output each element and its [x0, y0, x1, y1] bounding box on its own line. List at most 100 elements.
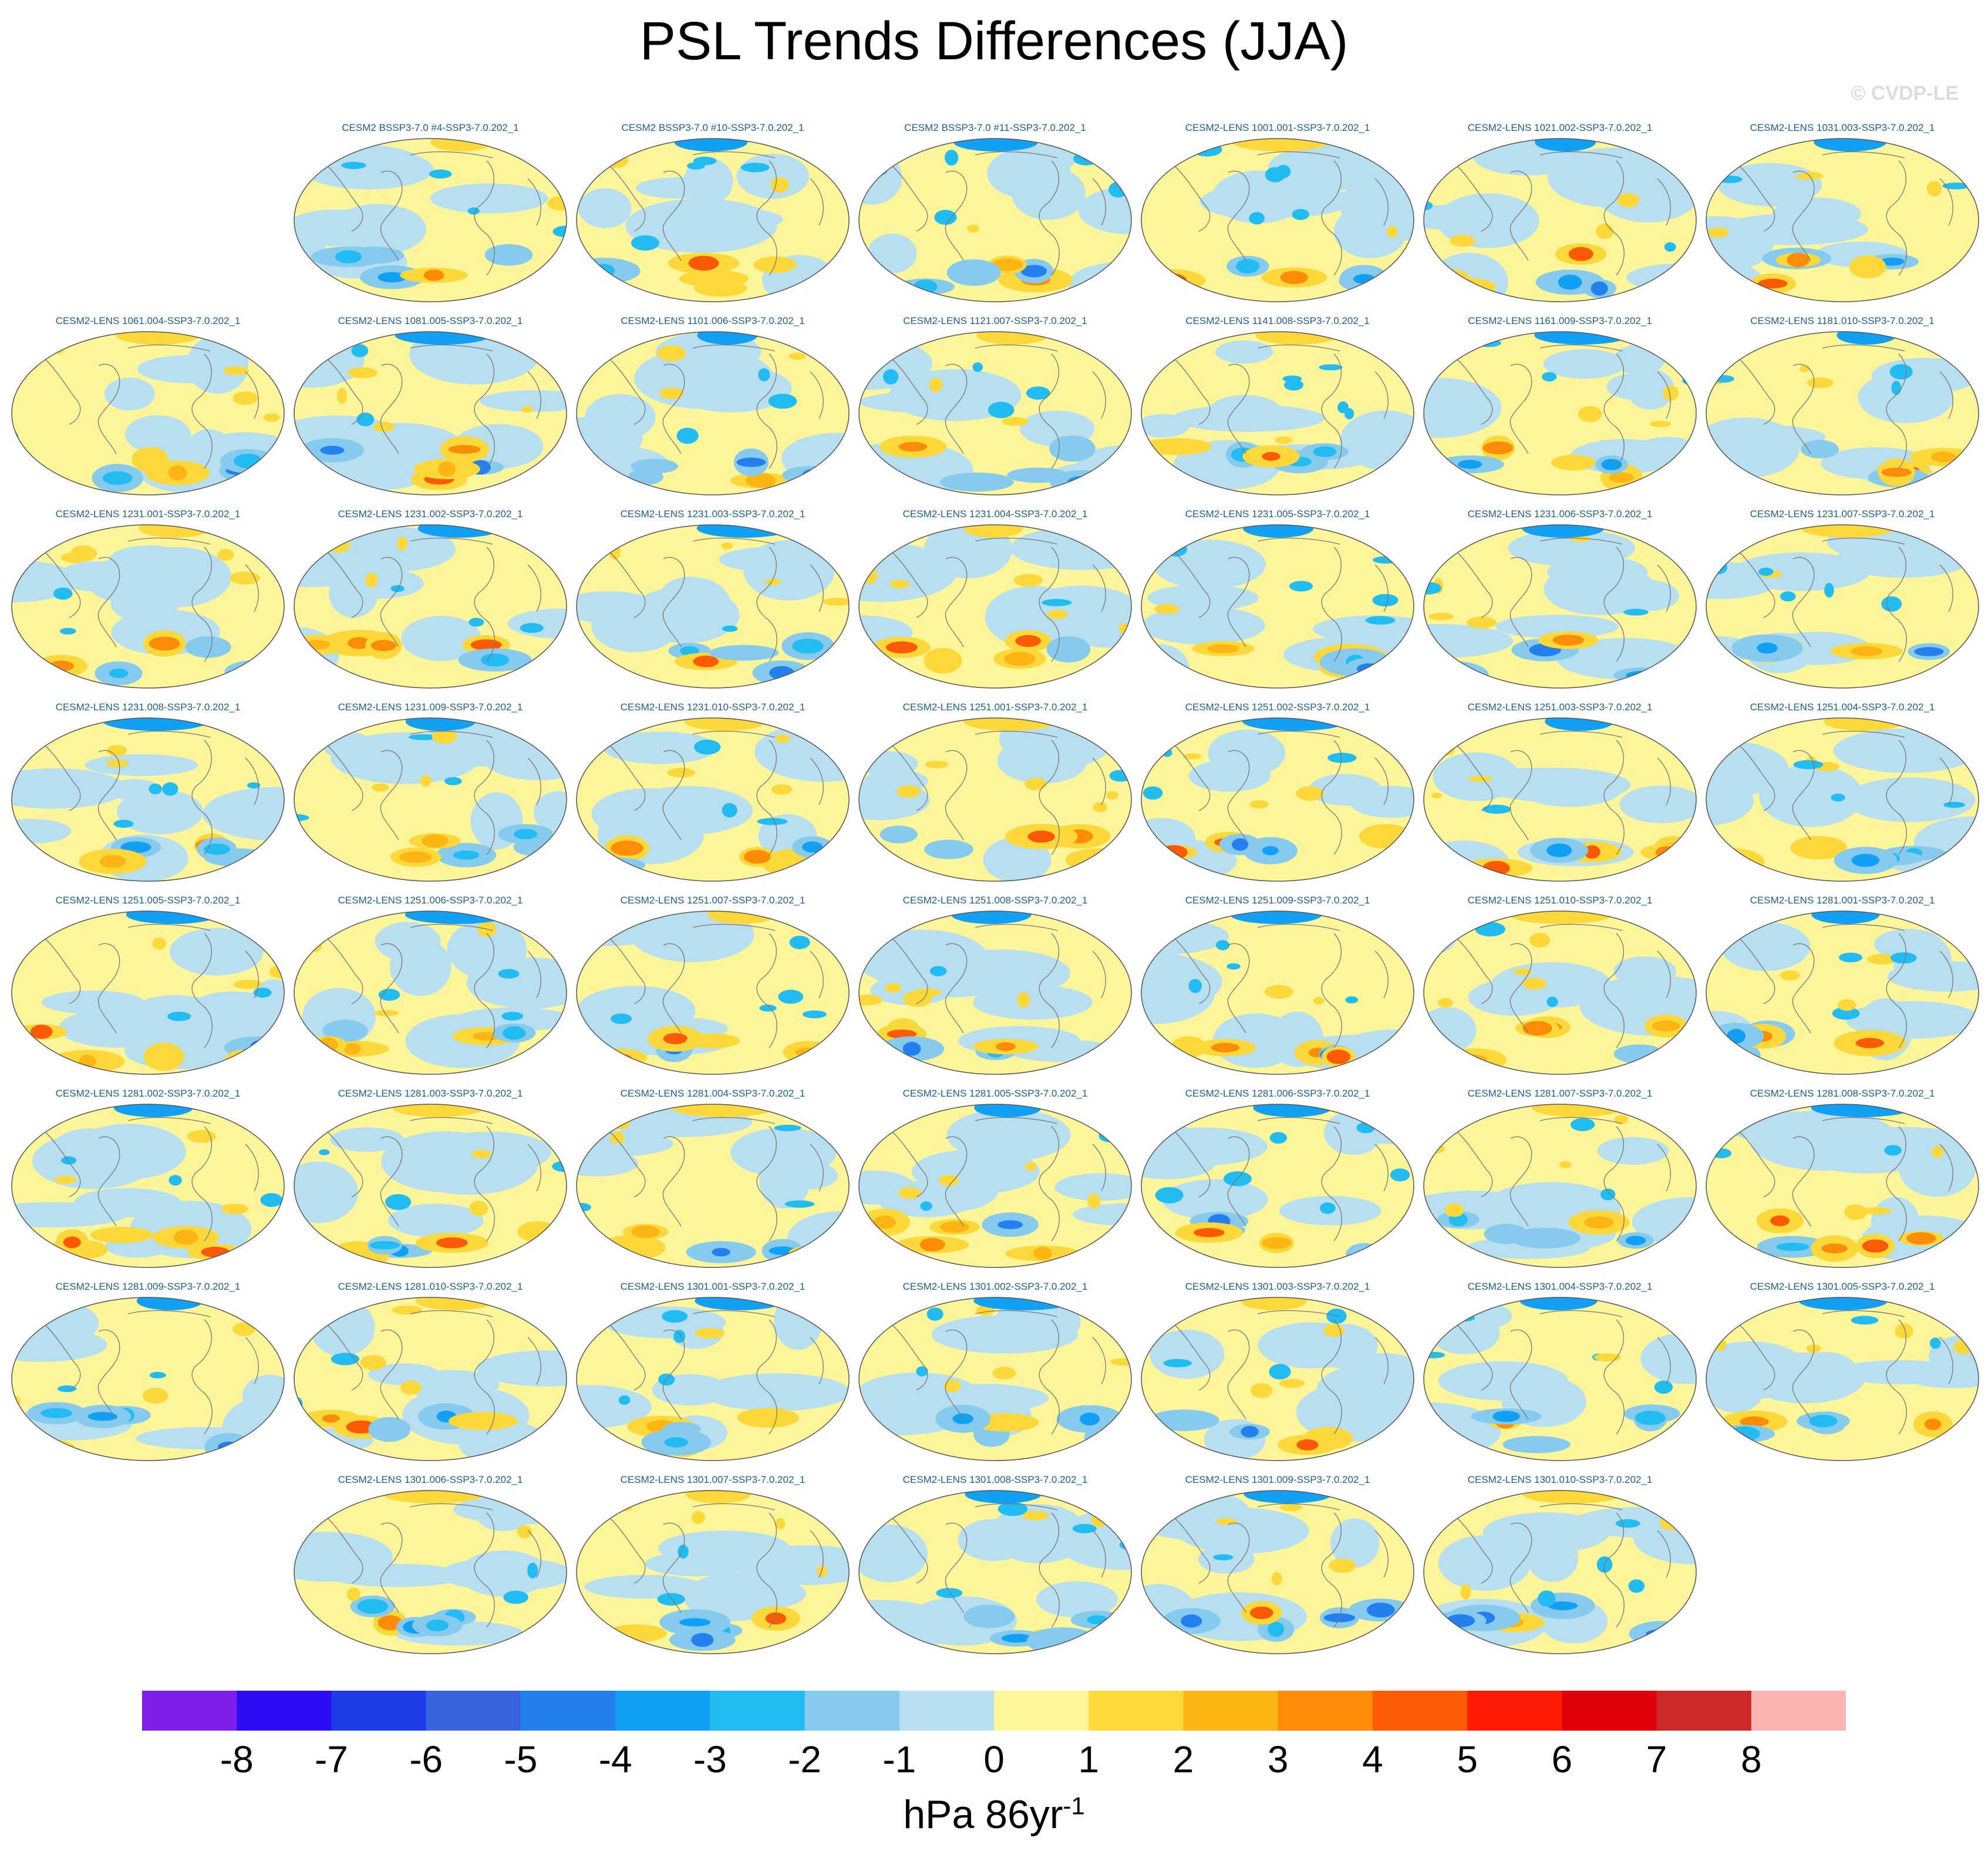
anomaly-patch: [1871, 358, 1978, 394]
anomaly-patch: [1323, 1111, 1383, 1155]
coastline: [975, 537, 1058, 545]
anomaly-patch: [1215, 340, 1273, 364]
map-field: [1141, 332, 1414, 495]
map-plot: [11, 1297, 285, 1461]
map-plot: [858, 524, 1132, 689]
anomaly-core: [932, 843, 965, 856]
coastline: [610, 1132, 646, 1198]
coastline: [97, 943, 120, 1034]
map-outline: [1423, 1297, 1697, 1461]
arctic-anomaly: [103, 718, 208, 731]
coastline: [1257, 1310, 1340, 1317]
anomaly-patch: [584, 1574, 705, 1599]
map-outline: [576, 911, 850, 1075]
coastline: [1792, 363, 1815, 454]
map-panel: CESM2-LENS 1021.002-SSP3-7.0.202_1: [1423, 122, 1697, 303]
anomaly-patch: [374, 1010, 399, 1016]
arctic-anomaly: [1242, 718, 1347, 731]
coastline: [1792, 943, 1815, 1034]
anomaly-patch: [142, 1388, 169, 1404]
coastline: [245, 950, 259, 999]
colorbar-swatch: [142, 1691, 237, 1731]
anomaly-patch: [693, 156, 717, 166]
anomaly-patch: [1087, 1193, 1100, 1209]
map-field: [12, 718, 284, 881]
arctic-anomaly: [1545, 718, 1615, 731]
anomaly-patch: [1717, 176, 1743, 183]
anomaly-patch: [1002, 417, 1029, 426]
anomaly-patch: [758, 368, 770, 382]
anomaly-patch: [254, 987, 272, 998]
arctic-anomaly: [136, 1297, 204, 1310]
anomaly-patch: [757, 818, 788, 825]
panel-title: CESM2-LENS 1231.003-SSP3-7.0.202_1: [620, 508, 806, 520]
coastline: [1457, 552, 1493, 618]
coastline: [1792, 750, 1815, 841]
anomaly-core: [1609, 472, 1634, 483]
anomaly-patch: [476, 1350, 567, 1387]
colorbar-swatch: [899, 1691, 995, 1731]
anomaly-patch: [180, 991, 284, 1044]
map-outline: [11, 524, 285, 689]
anomaly-core: [1770, 1215, 1790, 1226]
anomaly-patch: [59, 628, 76, 635]
map-panel: CESM2-LENS 1031.003-SSP3-7.0.202_1: [1705, 122, 1980, 303]
map-outline: [294, 1490, 567, 1654]
anomaly-core: [1033, 1247, 1052, 1260]
panel-title: CESM2-LENS 1251.003-SSP3-7.0.202_1: [1467, 702, 1653, 713]
anomaly-patch: [582, 1048, 648, 1067]
map-panel: CESM2 BSSP3-7.0 #10-SSP3-7.0.202_1: [575, 122, 850, 303]
anomaly-core: [1015, 635, 1042, 647]
map-panel: CESM2-LENS 1251.009-SSP3-7.0.202_1: [1140, 895, 1415, 1075]
anomaly-core: [622, 1627, 651, 1640]
coastline: [1457, 166, 1493, 232]
coastline: [127, 923, 211, 931]
anomaly-patch: [1758, 567, 1774, 576]
map-outline: [858, 1104, 1132, 1268]
colorbar-tick-label: -3: [693, 1738, 727, 1781]
map-outline: [576, 717, 850, 882]
coastline: [975, 1117, 1058, 1124]
anomaly-patch: [929, 377, 943, 393]
coastline: [1227, 1136, 1250, 1227]
coastline: [692, 1117, 776, 1124]
anomaly-core: [1856, 259, 1879, 274]
anomaly-patch: [1495, 615, 1619, 639]
coastline: [810, 950, 824, 999]
anomaly-core: [873, 1215, 897, 1229]
anomaly-core: [1787, 252, 1810, 268]
anomaly-patch: [1264, 984, 1294, 999]
panel-title: CESM2-LENS 1061.004-SSP3-7.0.202_1: [55, 315, 241, 326]
anomaly-core: [886, 641, 918, 653]
anomaly-patch: [1614, 1115, 1628, 1124]
coastline: [328, 746, 363, 811]
anomaly-patch: [341, 161, 366, 169]
anomaly-patch: [346, 1587, 360, 1601]
anomaly-patch: [683, 1573, 783, 1621]
anomaly-core: [1522, 1021, 1552, 1036]
anomaly-patch: [217, 549, 234, 561]
anomaly-patch: [657, 1593, 685, 1606]
anomaly-core: [1296, 1439, 1319, 1451]
anomaly-core: [668, 1424, 696, 1435]
anomaly-patch: [1508, 530, 1636, 566]
map-panel: CESM2-LENS 1281.002-SSP3-7.0.202_1: [11, 1088, 285, 1269]
anomaly-patch: [106, 745, 127, 757]
anomaly-patch: [469, 1201, 488, 1216]
map-outline: [1423, 717, 1697, 882]
anomaly-patch: [397, 537, 407, 551]
anomaly-core: [1758, 278, 1788, 289]
anomaly-patch: [608, 1118, 631, 1129]
coastline: [1175, 1325, 1211, 1391]
anomaly-patch: [1017, 992, 1030, 1008]
anomaly-patch: [1800, 172, 1822, 180]
map-plot: [1706, 138, 1979, 302]
map-plot: [858, 911, 1132, 1075]
coastline: [1039, 1126, 1060, 1242]
anomaly-patch: [988, 402, 1015, 419]
colorbar-tick-label: -8: [220, 1738, 254, 1781]
coastline: [662, 1329, 685, 1420]
anomaly-patch: [401, 616, 482, 662]
coastline: [527, 1530, 541, 1578]
coastline: [892, 359, 928, 425]
